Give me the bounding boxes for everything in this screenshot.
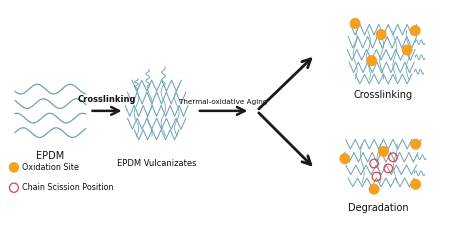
Circle shape (367, 56, 376, 65)
Circle shape (379, 147, 388, 156)
Circle shape (9, 163, 18, 172)
Circle shape (376, 30, 386, 39)
Circle shape (411, 139, 420, 149)
Circle shape (350, 18, 360, 28)
Text: Degradation: Degradation (348, 203, 409, 213)
Circle shape (410, 26, 420, 35)
Text: Crosslinking: Crosslinking (354, 90, 413, 100)
Text: Chain Scission Position: Chain Scission Position (22, 183, 113, 192)
Text: Oxidation Site: Oxidation Site (22, 163, 79, 172)
Circle shape (402, 45, 412, 55)
Text: Crosslinking: Crosslinking (78, 95, 137, 104)
Text: EPDM: EPDM (36, 151, 64, 161)
Text: EPDM Vulcanizates: EPDM Vulcanizates (117, 159, 196, 168)
Circle shape (340, 154, 349, 164)
Text: Thermal-oxidative Aging: Thermal-oxidative Aging (179, 99, 267, 104)
Circle shape (411, 180, 420, 189)
Circle shape (369, 184, 379, 194)
